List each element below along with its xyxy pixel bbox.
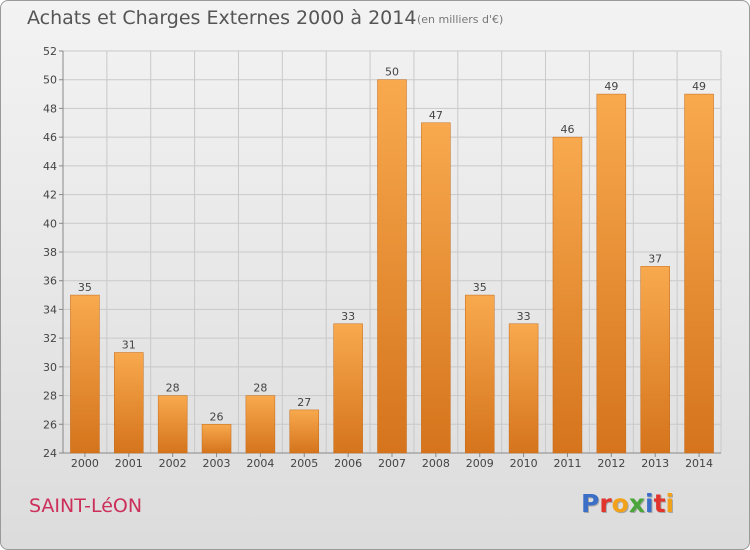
y-tick-label: 46: [43, 131, 57, 144]
y-tick-label: 52: [43, 45, 57, 58]
logo-letter: t: [653, 489, 666, 518]
bar-2003: [201, 424, 232, 454]
logo-letter: i: [645, 489, 654, 518]
axes: 24 26 28 30 32 34 36 38 40 42 44 46 48 50 52 2000 2001 20…: [43, 45, 721, 470]
bar-2001: [114, 352, 144, 454]
x-tick-label: 2001: [115, 457, 143, 470]
bar-2000: [70, 294, 100, 454]
x-tick-label: 2000: [71, 457, 99, 470]
y-tick-label: 36: [43, 275, 57, 288]
bar-2007: [377, 79, 407, 454]
x-tick-label: 2008: [422, 457, 450, 470]
y-tick-label: 44: [43, 160, 57, 173]
bar-2011: [552, 136, 583, 454]
data-label: 28: [253, 382, 267, 395]
x-tick-label: 2002: [159, 457, 187, 470]
data-label: 28: [166, 382, 180, 395]
bar-2005: [289, 409, 320, 454]
data-label: 31: [122, 339, 136, 352]
bar-2013: [640, 266, 670, 454]
x-tick-label: 2004: [246, 457, 274, 470]
data-label: 46: [560, 123, 574, 136]
bars: [70, 79, 714, 454]
bar-2010: [508, 323, 539, 454]
chart-subtitle: (en milliers d'€): [417, 13, 504, 26]
x-tick-label: 2003: [203, 457, 231, 470]
data-label: 35: [473, 281, 487, 294]
data-label: 49: [692, 80, 706, 93]
y-tick-label: 32: [43, 332, 57, 345]
bar-2012: [596, 93, 627, 454]
x-tick-label: 2009: [466, 457, 494, 470]
data-label: 27: [297, 396, 311, 409]
data-label: 37: [648, 252, 662, 265]
logo-letter: r: [599, 489, 612, 518]
bar-2006: [333, 323, 363, 454]
data-labels: 35 31 28 26 28 27 33 50 47 35 33 46 49 37 49: [78, 66, 706, 424]
y-tick-label: 38: [43, 246, 57, 259]
logo-letter: i: [665, 489, 675, 518]
logo-letter: o: [611, 489, 629, 518]
y-tick-label: 24: [43, 447, 57, 460]
x-tick-label: 2010: [510, 457, 538, 470]
logo-letter: x: [628, 489, 645, 518]
data-label: 26: [210, 410, 224, 423]
bar-2014: [684, 93, 714, 454]
x-tick-label: 2006: [334, 457, 362, 470]
bar-2009: [464, 294, 495, 454]
bar-2008: [421, 122, 451, 454]
y-tick-label: 30: [43, 361, 57, 374]
chart-title: Achats et Charges Externes 2000 à 2014: [27, 7, 417, 29]
y-tick-label: 26: [43, 418, 57, 431]
y-tick-label: 42: [43, 189, 57, 202]
data-label: 33: [341, 310, 355, 323]
data-label: 49: [604, 80, 618, 93]
x-tick-label: 2013: [641, 457, 669, 470]
y-tick-label: 28: [43, 390, 57, 403]
y-tick-label: 50: [43, 74, 57, 87]
data-label: 50: [385, 66, 399, 79]
data-label: 47: [429, 109, 443, 122]
bar-2004: [245, 395, 276, 454]
y-tick-label: 34: [43, 303, 57, 316]
y-tick-label: 48: [43, 102, 57, 115]
y-tick-label: 40: [43, 217, 57, 230]
x-tick-label: 2005: [290, 457, 318, 470]
x-tick-label: 2012: [597, 457, 625, 470]
bar-2002: [157, 395, 188, 454]
x-tick-label: 2007: [378, 457, 406, 470]
proxiti-logo: Proxiti: [581, 489, 674, 518]
logo-letter: P: [581, 489, 600, 518]
data-label: 35: [78, 281, 92, 294]
x-tick-label: 2011: [553, 457, 581, 470]
data-label: 33: [517, 310, 531, 323]
commune-name: SAINT-LéON: [29, 495, 143, 517]
x-tick-label: 2014: [685, 457, 713, 470]
